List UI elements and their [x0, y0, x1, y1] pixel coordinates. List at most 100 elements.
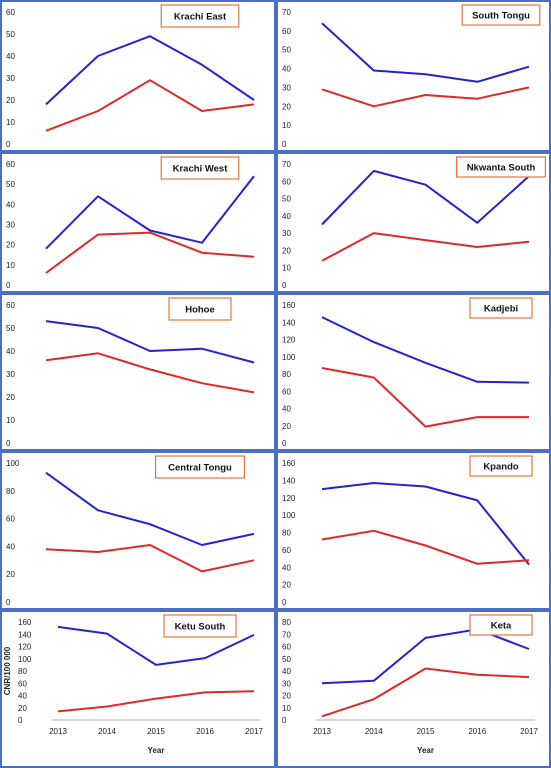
x-tick-label-ketu-south: 2016 [196, 727, 214, 736]
y-tick-label-kpando: 20 [282, 581, 291, 590]
panel-frame-nkwanta-south [276, 152, 551, 293]
y-tick-label-central-tongu: 40 [6, 542, 15, 551]
y-tick-label-krachi-east: 30 [6, 74, 15, 83]
y-tick-label-krachi-east: 50 [6, 30, 15, 39]
y-tick-label-ketu-south: 20 [18, 704, 27, 713]
series-line-1-nkwanta-south [321, 169, 530, 226]
chart-title-kadjebi: Kadjebi [484, 304, 518, 315]
title-box-ketu-south [163, 614, 237, 638]
y-tick-label-ketu-south: 160 [18, 618, 32, 627]
panel-south-tongu: 0 10 20 30 40 50 60 70 South Tongu [276, 0, 551, 152]
y-tick-label-krachi-west: 50 [6, 180, 15, 189]
y-tick-label-central-tongu: 80 [6, 487, 15, 496]
title-box-kpando [469, 455, 533, 477]
y-tick-label-ketu-south: 0 [18, 716, 23, 725]
y-tick-label-krachi-east: 60 [6, 8, 15, 17]
y-tick-label-south-tongu: 40 [282, 65, 291, 74]
y-tick-label-nkwanta-south: 50 [282, 195, 291, 204]
y-tick-label-kadjebi: 160 [282, 301, 296, 310]
title-box-central-tongu [155, 455, 246, 479]
y-tick-label-kadjebi: 40 [282, 405, 291, 414]
y-tick-label-kpando: 40 [282, 563, 291, 572]
series-line-1-keta [321, 628, 530, 685]
chart-title-south-tongu: South Tongu [472, 11, 530, 22]
series-line-1-krachi-east [45, 35, 255, 106]
title-box-nkwanta-south [456, 156, 547, 178]
y-tick-label-kpando: 140 [282, 476, 296, 485]
y-tick-label-hohoe: 0 [6, 439, 11, 448]
panel-ketu-south: 0 20 40 60 80 100 120 140 160 2013 2014 2015 2016 201… [0, 610, 276, 768]
title-box-hohoe [168, 297, 232, 321]
y-tick-label-krachi-west: 30 [6, 221, 15, 230]
series-line-1-central-tongu [45, 471, 255, 546]
chart-title-krachi-west: Krachi West [173, 164, 229, 175]
y-tick-label-krachi-east: 0 [6, 140, 11, 149]
series-line-1-krachi-west [45, 175, 255, 250]
y-tick-label-south-tongu: 50 [282, 46, 291, 55]
y-tick-label-krachi-east: 20 [6, 96, 15, 105]
series-line-2-central-tongu [45, 544, 255, 573]
y-tick-label-kpando: 0 [282, 598, 287, 607]
series-line-2-krachi-west [45, 231, 255, 274]
series-line-2-kpando [321, 529, 530, 565]
y-tick-label-kpando: 120 [282, 494, 296, 503]
y-tick-label-kadjebi: 80 [282, 370, 291, 379]
y-tick-label-central-tongu: 20 [6, 570, 15, 579]
panel-krachi-east: 0 10 20 30 40 50 60 Krachi East [0, 0, 276, 152]
y-tick-label-south-tongu: 20 [282, 102, 291, 111]
x-axis-label-ketu-south: Year [148, 746, 165, 755]
series-line-2-ketu-south [57, 690, 255, 713]
y-tick-label-keta: 60 [282, 643, 291, 652]
x-tick-label-ketu-south: 2014 [98, 727, 116, 736]
panel-frame-hohoe [0, 293, 276, 451]
y-tick-label-kadjebi: 120 [282, 336, 296, 345]
y-tick-label-nkwanta-south: 0 [282, 281, 287, 290]
series-line-1-kadjebi [321, 316, 530, 384]
series-line-2-nkwanta-south [321, 232, 530, 262]
y-tick-label-central-tongu: 60 [6, 515, 15, 524]
title-box-keta [469, 614, 533, 636]
y-tick-label-central-tongu: 0 [6, 598, 11, 607]
series-line-1-ketu-south [57, 625, 255, 666]
y-tick-label-ketu-south: 40 [18, 692, 27, 701]
panel-frame-krachi-west [0, 152, 276, 293]
y-tick-label-keta: 10 [282, 704, 291, 713]
y-tick-label-keta: 0 [282, 716, 287, 725]
y-tick-label-south-tongu: 60 [282, 27, 291, 36]
panel-keta: 0 10 20 30 40 50 60 70 80 2013 2014 2015 2016 2017 Yea… [276, 610, 551, 768]
y-tick-label-krachi-west: 40 [6, 200, 15, 209]
y-tick-label-kpando: 80 [282, 529, 291, 538]
y-tick-label-ketu-south: 80 [18, 667, 27, 676]
series-line-2-south-tongu [321, 86, 530, 108]
y-tick-label-keta: 70 [282, 630, 291, 639]
y-tick-label-keta: 20 [282, 692, 291, 701]
x-tick-label-ketu-south: 2017 [245, 727, 263, 736]
panel-nkwanta-south: 0 10 20 30 40 50 60 70 Nkwanta South [276, 152, 551, 293]
panel-frame-ketu-south [0, 610, 276, 768]
chart-title-nkwanta-south: Nkwanta South [467, 163, 536, 174]
y-tick-label-nkwanta-south: 40 [282, 212, 291, 221]
y-tick-label-keta: 30 [282, 679, 291, 688]
y-tick-label-ketu-south: 120 [18, 643, 32, 652]
y-tick-label-kadjebi: 100 [282, 353, 296, 362]
y-tick-label-krachi-west: 20 [6, 241, 15, 250]
chart-title-kpando: Kpando [483, 462, 519, 473]
y-tick-label-nkwanta-south: 20 [282, 246, 291, 255]
x-tick-label-keta: 2016 [468, 727, 486, 736]
title-box-kadjebi [469, 297, 533, 319]
series-line-1-kpando [321, 482, 530, 566]
y-tick-label-ketu-south: 60 [18, 679, 27, 688]
series-line-1-hohoe [45, 320, 255, 364]
x-tick-label-ketu-south: 2013 [49, 727, 67, 736]
chart-title-central-tongu: Central Tongu [168, 463, 232, 474]
y-tick-label-south-tongu: 0 [282, 140, 287, 149]
series-line-2-krachi-east [45, 79, 255, 132]
panel-kadjebi: 0 20 40 60 80 100 120 140 160 Kadjebi [276, 293, 551, 451]
chart-title-keta: Keta [491, 621, 512, 632]
y-tick-label-keta: 80 [282, 618, 291, 627]
y-axis-label-ketu-south: CNR/100 000 [3, 646, 12, 695]
y-tick-label-kpando: 60 [282, 546, 291, 555]
y-tick-label-hohoe: 20 [6, 393, 15, 402]
title-box-krachi-east [160, 4, 240, 28]
